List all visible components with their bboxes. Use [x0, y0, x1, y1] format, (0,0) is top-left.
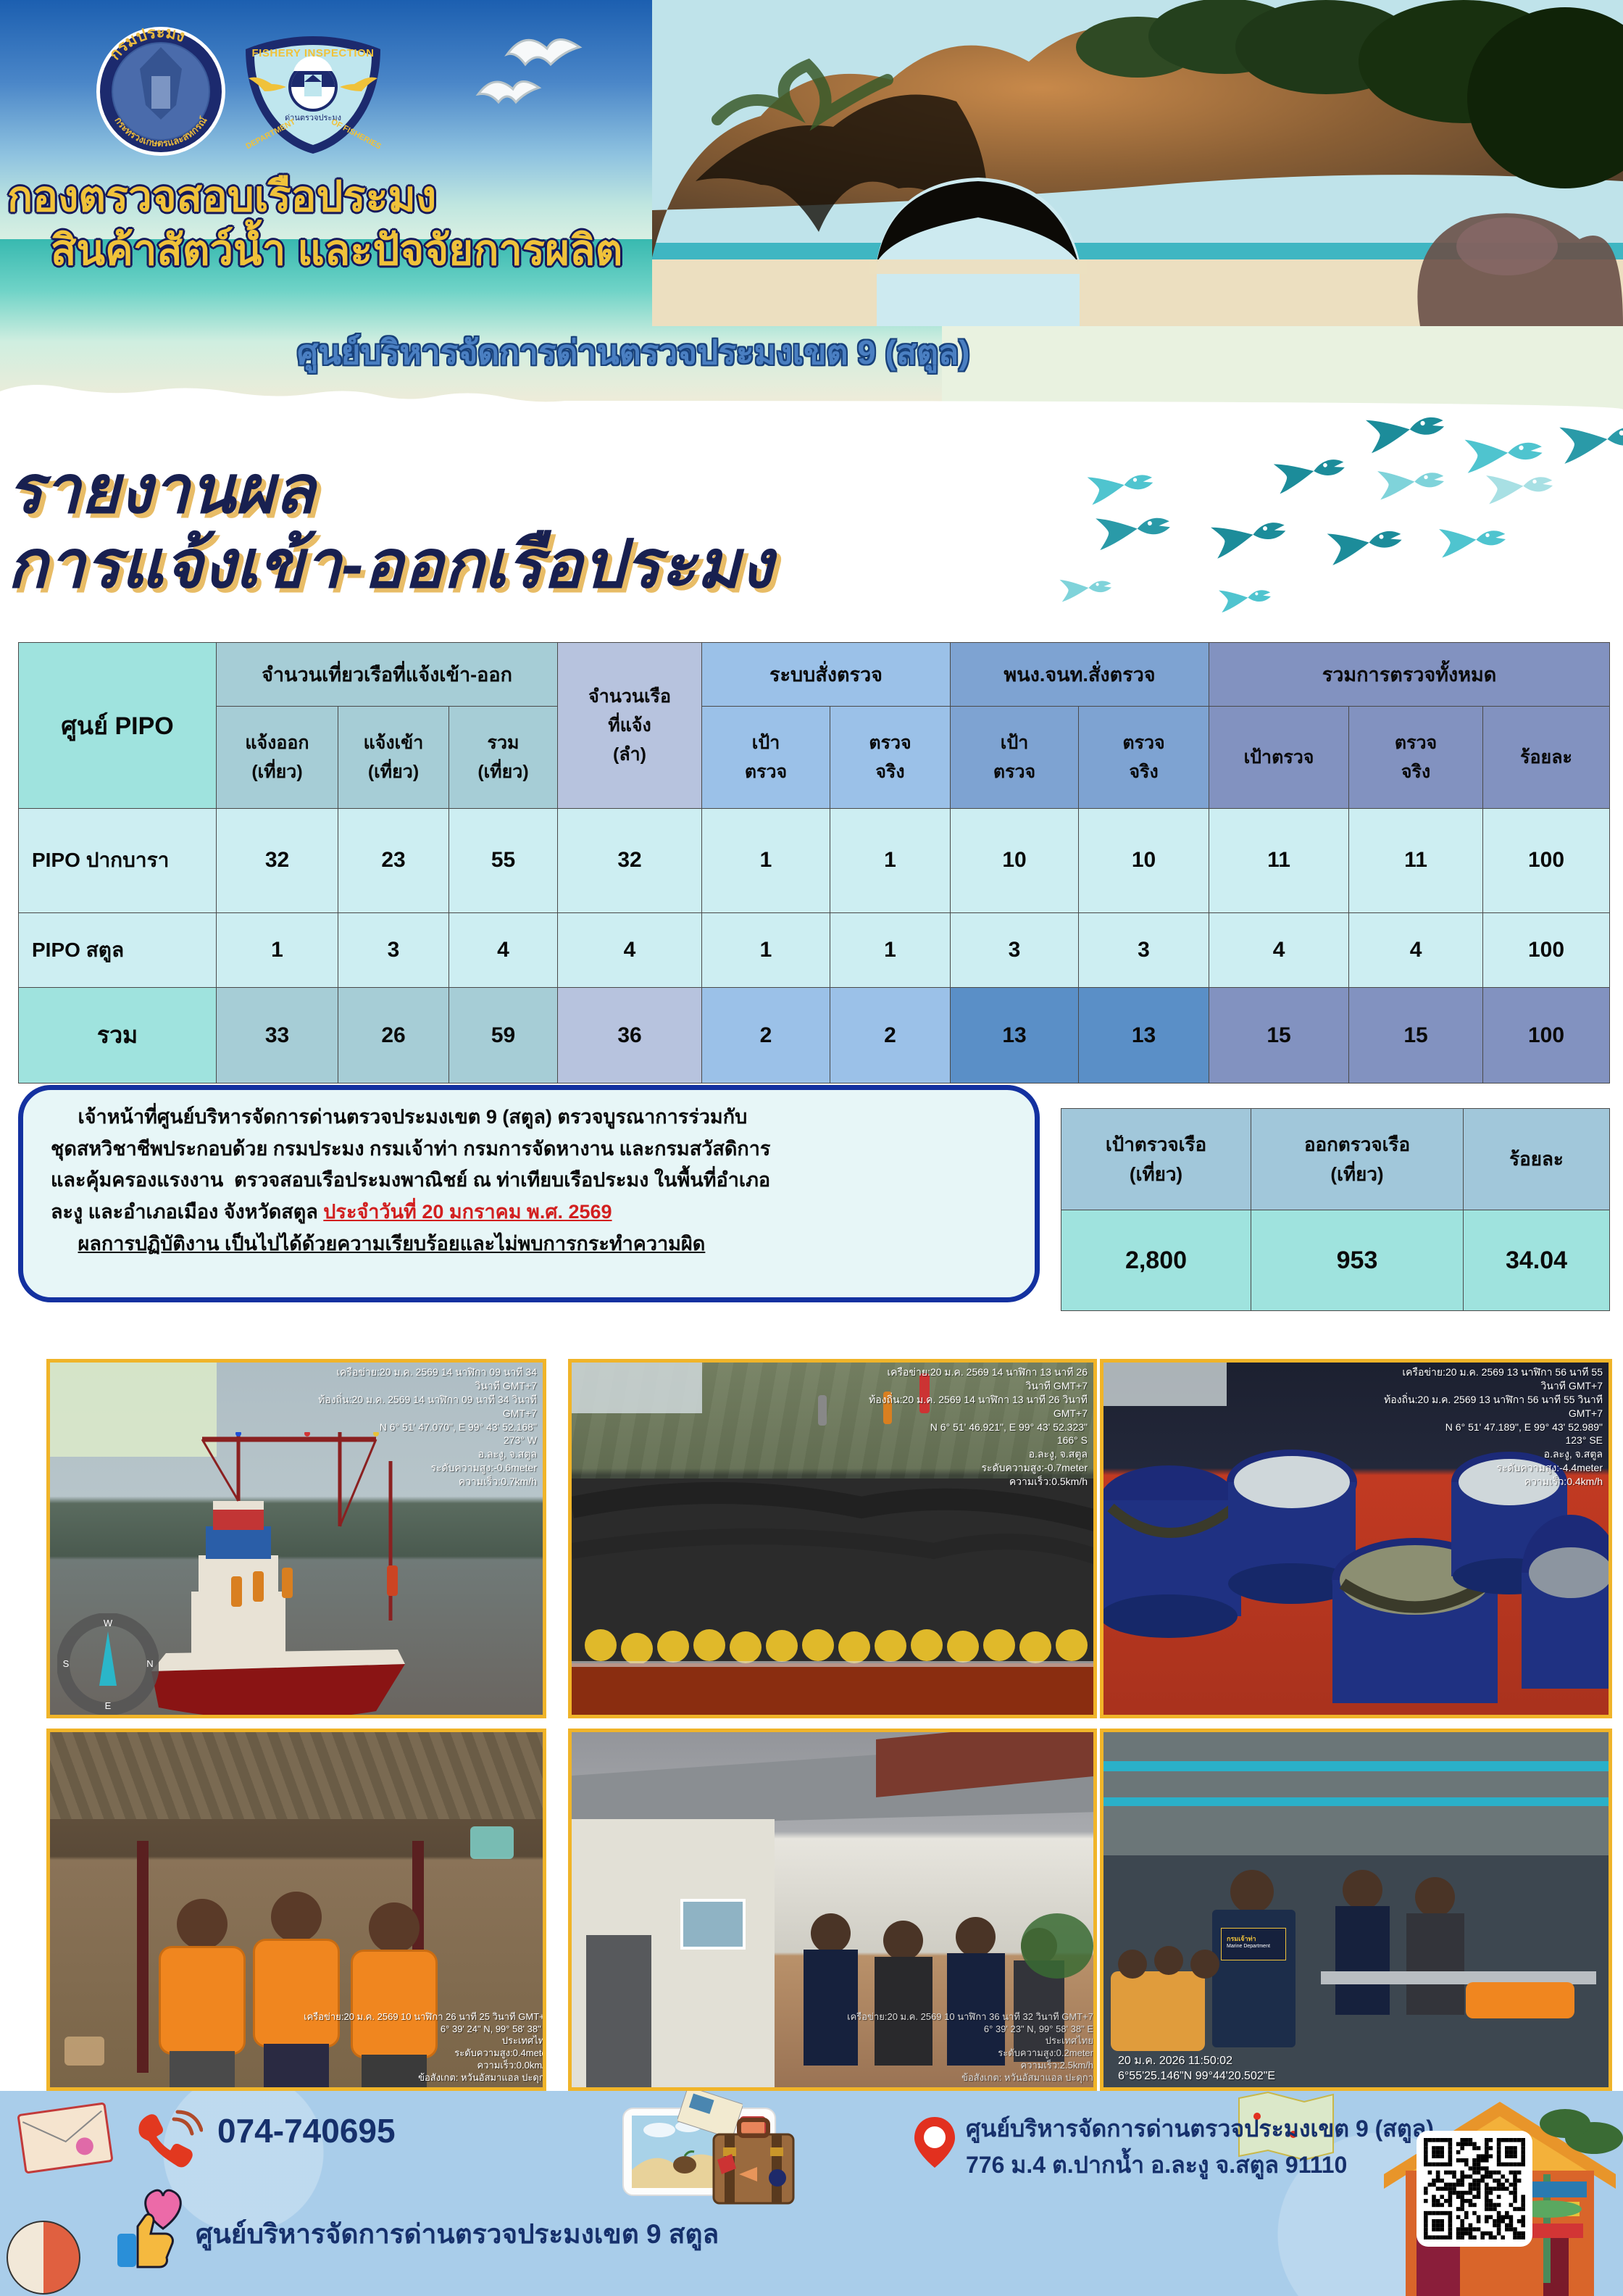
svg-text:S: S — [63, 1658, 70, 1669]
svg-text:N: N — [146, 1658, 153, 1669]
svg-text:FISHERY INSPECTION: FISHERY INSPECTION — [251, 47, 374, 59]
svg-text:E: E — [105, 1700, 112, 1711]
svg-text:W: W — [104, 1618, 113, 1629]
